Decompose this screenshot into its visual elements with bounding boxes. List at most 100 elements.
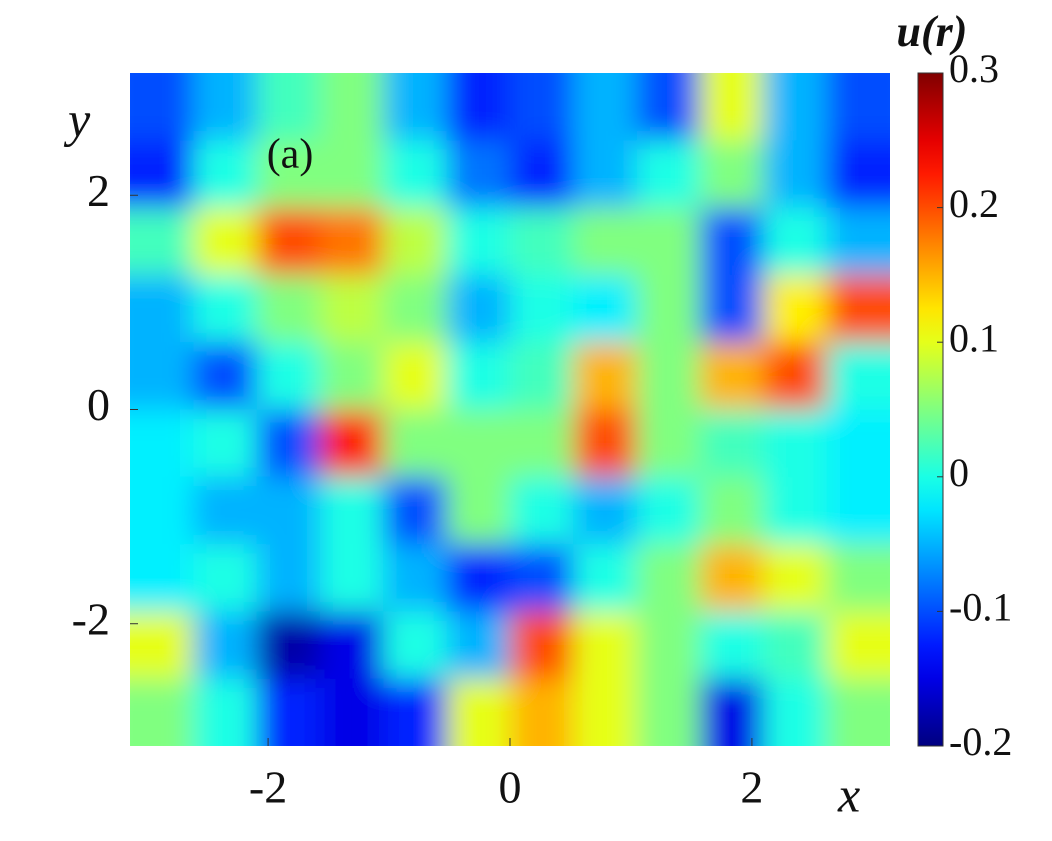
- heatmap-cell: [383, 476, 448, 546]
- heatmap-cell: [383, 678, 448, 746]
- heatmap-cell: [510, 611, 575, 680]
- heatmap-cell: [446, 476, 511, 546]
- heatmap-cell: [700, 274, 765, 344]
- heatmap-cell: [510, 207, 575, 276]
- heatmap-cell: [446, 140, 511, 209]
- heatmap-cell: [130, 409, 195, 478]
- heatmap-cell: [826, 544, 890, 613]
- heatmap-cell: [636, 207, 701, 276]
- heatmap-cell: [130, 274, 195, 344]
- heatmap-cell: [320, 140, 385, 209]
- heatmap-cell: [320, 73, 385, 142]
- heatmap-cell: [573, 140, 638, 209]
- heatmap-cell: [763, 409, 828, 478]
- heatmap-cell: [193, 544, 258, 613]
- heatmap-cell: [636, 409, 701, 478]
- colorbar: [917, 72, 944, 747]
- heatmap-cell: [700, 678, 765, 746]
- heatmap-cell: [636, 274, 701, 344]
- heatmap-cell: [763, 274, 828, 344]
- y-tick-label: -2: [72, 593, 110, 644]
- heatmap-cell: [193, 342, 258, 411]
- heatmap-cell: [383, 207, 448, 276]
- y-tick-label: 2: [87, 165, 110, 216]
- colorbar-tick-label: 0.2: [949, 181, 999, 226]
- heatmap-cell: [446, 611, 511, 680]
- heatmap-cell: [826, 611, 890, 680]
- heatmap-cell: [193, 274, 258, 344]
- heatmap-cell: [256, 274, 321, 344]
- heatmap-cell: [383, 409, 448, 478]
- overlay: -2 0 2 -2 0 2 -0.2 -0.1 0 0.1 0.2 0.3: [72, 46, 1013, 812]
- heatmap-cell: [256, 409, 321, 478]
- heatmap-cell: [573, 207, 638, 276]
- heatmap-cell: [130, 73, 195, 142]
- colorbar-label: u(r): [897, 7, 968, 56]
- heatmap-cell: [636, 73, 701, 142]
- heatmap-cell: [193, 678, 258, 746]
- heatmap-cell: [573, 342, 638, 411]
- heatmap-cell: [256, 544, 321, 613]
- heatmap-cell: [130, 611, 195, 680]
- heatmap-cell: [130, 207, 195, 276]
- heatmap-cell: [826, 409, 890, 478]
- heatmap-cell: [826, 73, 890, 142]
- heatmap-cell: [256, 611, 321, 680]
- heatmap-cell: [700, 611, 765, 680]
- heatmap-cell: [700, 73, 765, 142]
- heatmap-cell: [383, 544, 448, 613]
- heatmap-cell: [130, 476, 195, 546]
- x-axis-label: x: [837, 766, 860, 822]
- heatmap-cell: [193, 409, 258, 478]
- x-tick-label: -2: [249, 762, 287, 813]
- heatmap-cell: [320, 274, 385, 344]
- heatmap-cell: [763, 342, 828, 411]
- heatmap-cell: [700, 207, 765, 276]
- panel-label: (a): [267, 132, 314, 178]
- heatmap-cell: [256, 73, 321, 142]
- heatmap-cell: [826, 342, 890, 411]
- heatmap-cell: [446, 544, 511, 613]
- heatmap-cell: [383, 342, 448, 411]
- heatmap-cell: [826, 274, 890, 344]
- heatmap-cell: [510, 274, 575, 344]
- colorbar-tick-label: -0.1: [949, 585, 1012, 630]
- heatmap-cell: [763, 678, 828, 746]
- heatmap-cell: [636, 342, 701, 411]
- heatmap-cell: [826, 140, 890, 209]
- heatmap-cell: [130, 678, 195, 746]
- colorbar-tick-label: 0.1: [949, 315, 999, 360]
- y-axis-label: y: [63, 91, 91, 147]
- heatmap-cell: [320, 476, 385, 546]
- heatmap-cell: [256, 678, 321, 746]
- heatmap-cell: [320, 409, 385, 478]
- heatmap-field: [130, 73, 890, 746]
- heatmap-cell: [193, 611, 258, 680]
- heatmap-cell: [130, 544, 195, 613]
- heatmap-cell: [510, 678, 575, 746]
- heatmap-cell: [700, 476, 765, 546]
- heatmap-cells: [130, 73, 890, 746]
- heatmap-cell: [446, 409, 511, 478]
- heatmap-cell: [700, 140, 765, 209]
- heatmap-cell: [573, 73, 638, 142]
- heatmap-cell: [130, 342, 195, 411]
- heatmap-cell: [383, 73, 448, 142]
- heatmap-cell: [826, 476, 890, 546]
- colorbar-tick-label: 0.3: [949, 46, 999, 91]
- heatmap-cell: [763, 476, 828, 546]
- heatmap-cell: [510, 476, 575, 546]
- heatmap-cell: [510, 342, 575, 411]
- heatmap-cell: [763, 73, 828, 142]
- heatmap-cell: [510, 409, 575, 478]
- heatmap-cell: [320, 342, 385, 411]
- heatmap-cell: [446, 342, 511, 411]
- y-tick-label: 0: [87, 379, 110, 430]
- heatmap-cell: [763, 544, 828, 613]
- heatmap-cell: [573, 476, 638, 546]
- heatmap-cell: [763, 611, 828, 680]
- heatmap-cell: [700, 544, 765, 613]
- heatmap-cell: [636, 678, 701, 746]
- heatmap-cell: [193, 207, 258, 276]
- colorbar-tick-label: 0: [949, 450, 969, 495]
